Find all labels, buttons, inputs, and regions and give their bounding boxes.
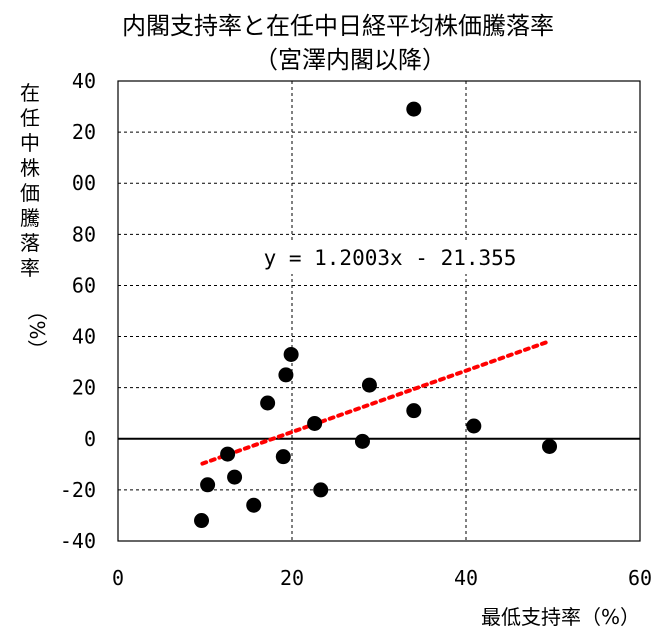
data-point xyxy=(466,418,482,434)
y-tick-label: 0 xyxy=(84,427,96,451)
y-axis-label-char: 落 xyxy=(20,231,40,255)
data-point xyxy=(260,395,276,411)
y-axis-label-char: 率 xyxy=(20,256,40,280)
data-point xyxy=(220,446,236,462)
data-point xyxy=(227,469,243,485)
y-axis-label-unit: （%） xyxy=(25,300,49,359)
x-tick-label: 0 xyxy=(112,566,124,590)
data-point xyxy=(200,477,216,493)
x-tick-labels: 0 20 40 60 xyxy=(112,566,652,590)
trendline-equation-backdrop xyxy=(257,242,523,274)
data-point xyxy=(246,497,262,513)
data-point xyxy=(194,513,210,529)
data-point xyxy=(283,346,299,362)
y-tick-label: 40 xyxy=(72,325,96,349)
y-axis-label-char: 株 xyxy=(20,156,40,180)
data-point xyxy=(542,438,558,454)
y-tick-label: 00 xyxy=(72,171,96,195)
y-axis-label-char: 在 xyxy=(20,81,40,105)
y-axis-label-char: 任 xyxy=(20,106,40,130)
y-tick-label: -40 xyxy=(60,529,96,553)
data-point xyxy=(275,449,291,465)
y-axis-label-char: 中 xyxy=(20,131,40,155)
y-tick-label: 60 xyxy=(72,273,96,297)
plot-area: 0 20 40 60 40 20 00 80 60 40 20 0 -20 -40 y = 1.2003… xyxy=(60,69,652,590)
y-axis-label-char: 騰 xyxy=(20,206,40,230)
y-tick-label: 20 xyxy=(72,376,96,400)
x-tick-label: 60 xyxy=(628,566,652,590)
x-tick-label: 20 xyxy=(280,566,304,590)
x-axis-label: 最低支持率（%） xyxy=(481,605,640,629)
chart-subtitle: （宮澤内閣以降） xyxy=(254,46,446,74)
data-point xyxy=(307,415,323,431)
y-tick-label: -20 xyxy=(60,478,96,502)
data-point xyxy=(278,367,294,383)
data-points xyxy=(194,101,558,529)
trendline xyxy=(200,339,552,466)
data-point xyxy=(313,482,329,498)
trendline-equation: y = 1.2003x - 21.355 xyxy=(264,246,517,270)
data-point xyxy=(406,101,422,117)
y-tick-label: 40 xyxy=(72,69,96,93)
chart-title: 内閣支持率と在任中日経平均株価騰落率 xyxy=(122,12,554,40)
y-tick-label: 80 xyxy=(72,222,96,246)
x-tick-label: 40 xyxy=(454,566,478,590)
data-point xyxy=(406,403,422,419)
y-tick-labels: 40 20 00 80 60 40 20 0 -20 -40 xyxy=(60,69,96,553)
plot-frame xyxy=(117,80,641,542)
data-point xyxy=(354,433,370,449)
y-axis-label-char: 価 xyxy=(20,181,40,205)
gridlines xyxy=(118,81,640,541)
data-point xyxy=(361,377,377,393)
y-tick-label: 20 xyxy=(72,120,96,144)
